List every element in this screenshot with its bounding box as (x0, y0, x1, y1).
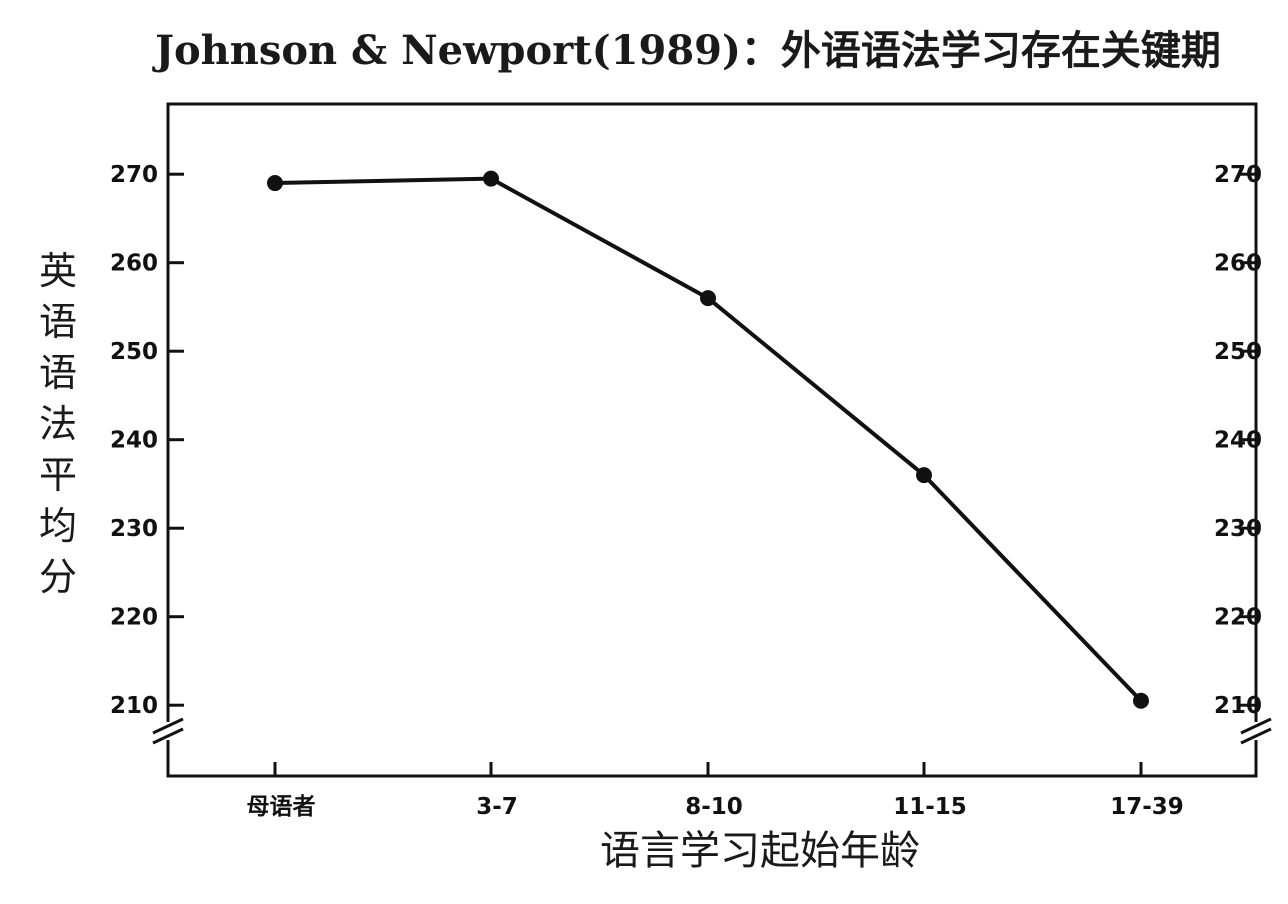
y-tick-label-right: 230 (1214, 516, 1262, 542)
y-axis-label-char: 平 (39, 453, 77, 497)
data-series (267, 170, 1149, 709)
axis-break-slash (152, 717, 184, 735)
x-tick-label: 母语者 (247, 794, 316, 820)
x-tick-label: 3-7 (476, 794, 518, 820)
data-point (267, 175, 283, 192)
data-point (916, 467, 932, 484)
y-tick-label-left: 260 (110, 251, 158, 277)
axis-break-slash (152, 727, 184, 745)
axis-break-gap (1252, 722, 1260, 740)
axis-break-slash (1240, 727, 1272, 745)
y-tick-label-left: 210 (110, 693, 158, 719)
chart-title: Johnson & Newport(1989)：外语语法学习存在关键期 (152, 27, 1221, 74)
x-tick-label: 8-10 (685, 794, 743, 820)
y-tick-label-left: 230 (110, 516, 158, 542)
x-tick-label: 17-39 (1110, 794, 1184, 820)
y-axis-label-char: 分 (39, 555, 77, 599)
axis-break-slash (1240, 717, 1272, 735)
data-point (483, 170, 499, 187)
x-axis-ticks: 母语者 3-7 8-10 11-15 17-39 (247, 762, 1184, 820)
x-axis-label: 语言学习起始年龄 (600, 828, 920, 874)
plot-frame (166, 102, 1258, 778)
y-tick-label-right: 240 (1214, 428, 1262, 454)
axis-break-gap (164, 722, 172, 740)
y-axis-label-char: 法 (39, 402, 77, 446)
y-axis-label-char: 语 (39, 351, 77, 395)
axis-break-marks (152, 717, 1272, 745)
data-point (700, 290, 716, 307)
x-tick-label: 11-15 (893, 794, 967, 820)
y-tick-label-left: 240 (110, 428, 158, 454)
y-tick-label-left: 220 (110, 605, 158, 631)
y-tick-label-right: 250 (1214, 339, 1262, 365)
y-axis-ticks: 210 210 220 220 230 230 240 240 250 250 260 260 270 2… (110, 162, 1262, 719)
y-axis-label-char: 英 (39, 249, 77, 293)
y-tick-label-right: 210 (1214, 693, 1262, 719)
y-tick-label-left: 250 (110, 339, 158, 365)
y-axis-label-char: 语 (39, 300, 77, 344)
series-line (274, 176, 1143, 703)
y-tick-label-right: 260 (1214, 251, 1262, 277)
y-axis-label-char: 均 (39, 504, 77, 548)
data-point (1133, 692, 1149, 709)
y-tick-label-left: 270 (110, 162, 158, 188)
y-tick-label-right: 270 (1214, 162, 1262, 188)
y-tick-label-right: 220 (1214, 605, 1262, 631)
